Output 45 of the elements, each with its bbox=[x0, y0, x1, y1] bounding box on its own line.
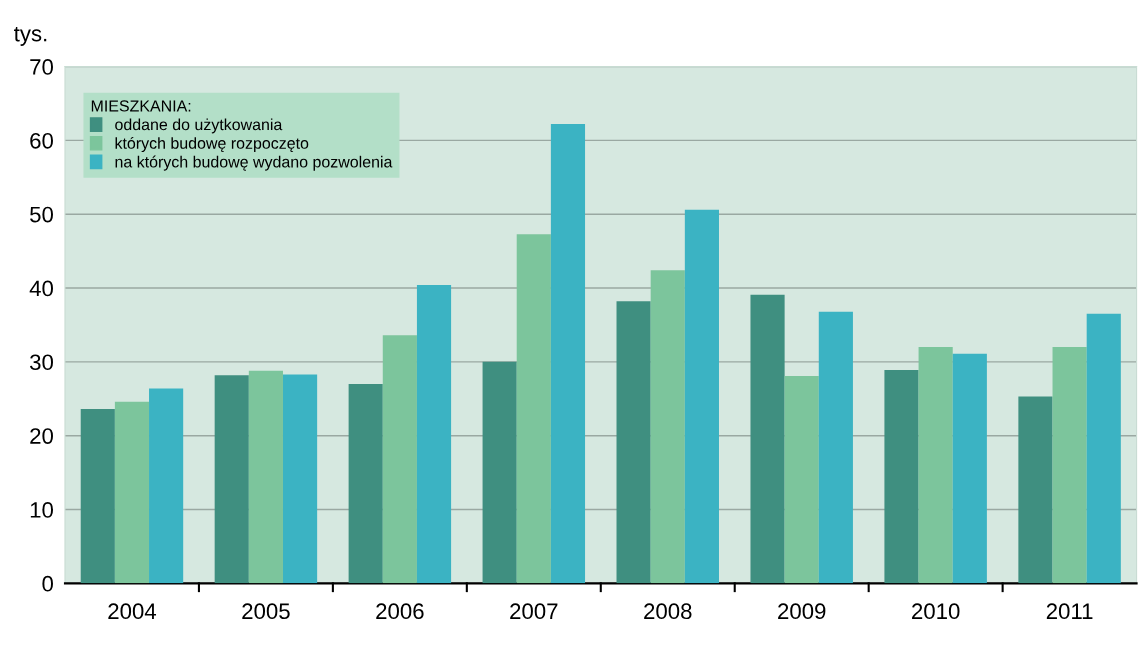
x-tick-label: 2005 bbox=[242, 603, 290, 620]
bar bbox=[214, 375, 249, 584]
bar bbox=[114, 401, 150, 584]
bar bbox=[684, 209, 719, 584]
y-tick-label: 20 bbox=[30, 428, 53, 444]
y-tick-label: 0 bbox=[42, 575, 53, 592]
legend-label: na których budowę wydano pozwolenia bbox=[115, 155, 393, 171]
bar bbox=[818, 311, 853, 584]
bar bbox=[750, 294, 785, 584]
bar bbox=[616, 301, 651, 584]
x-tick-label: 2004 bbox=[108, 603, 157, 620]
bar bbox=[248, 370, 283, 584]
legend-title: MIESZKANIA: bbox=[91, 100, 191, 112]
bar bbox=[1086, 313, 1121, 584]
y-tick-label: 60 bbox=[30, 132, 53, 149]
bar bbox=[918, 347, 953, 584]
bar bbox=[348, 384, 383, 584]
bar bbox=[784, 375, 819, 584]
bar bbox=[382, 335, 417, 584]
bar bbox=[952, 353, 987, 584]
x-tick-label: 2008 bbox=[644, 603, 692, 620]
legend-label: oddane do użytkowania bbox=[115, 118, 283, 134]
y-axis-title: tys. bbox=[14, 26, 47, 46]
bar bbox=[1052, 347, 1087, 584]
y-tick-label: 10 bbox=[30, 502, 53, 518]
x-tick-label: 2010 bbox=[912, 603, 960, 620]
bar bbox=[550, 124, 586, 584]
bar bbox=[516, 234, 551, 584]
bar bbox=[482, 361, 517, 584]
x-tick-label: 2007 bbox=[510, 603, 558, 620]
y-tick-label: 30 bbox=[30, 354, 53, 371]
x-tick-label: 2006 bbox=[376, 603, 424, 620]
y-tick-label: 40 bbox=[29, 280, 53, 297]
bar bbox=[884, 369, 919, 584]
bar bbox=[650, 270, 685, 584]
y-tick-label: 70 bbox=[30, 59, 53, 75]
y-tick-label: 50 bbox=[30, 206, 53, 223]
bar bbox=[282, 374, 318, 584]
bar bbox=[80, 409, 115, 584]
bar bbox=[149, 388, 184, 584]
x-tick-label: 2009 bbox=[778, 603, 826, 620]
bar bbox=[1018, 396, 1053, 584]
legend-label: których budowę rozpoczęto bbox=[115, 136, 309, 153]
bar bbox=[416, 285, 452, 584]
x-tick-label: 2011 bbox=[1046, 603, 1093, 620]
